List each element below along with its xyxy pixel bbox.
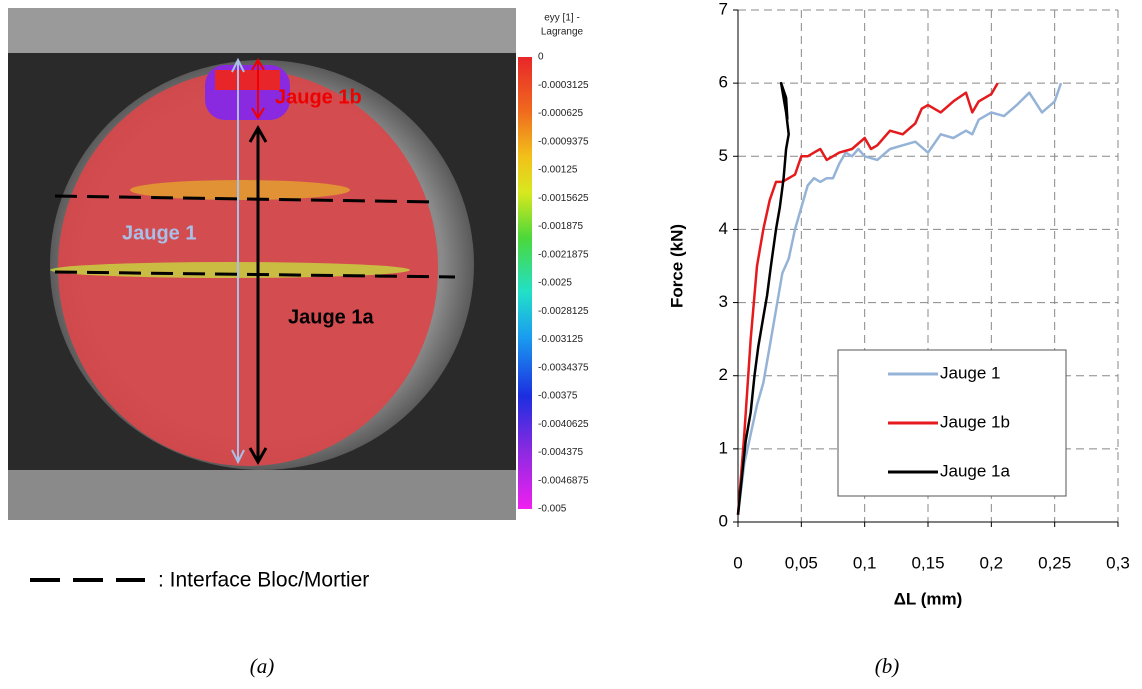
colorbar-label: -0.0034375 xyxy=(538,362,589,373)
colorbar-label: -0.001875 xyxy=(538,221,583,232)
legend-label: Jauge 1a xyxy=(940,461,1010,480)
y-tick-label: 4 xyxy=(719,219,728,238)
y-tick-label: 1 xyxy=(719,438,728,457)
colorbar-label: -0.0003125 xyxy=(538,80,589,91)
series-line xyxy=(736,82,1063,515)
colorbar-label: -0.00125 xyxy=(538,165,578,176)
colorbar-label: -0.005 xyxy=(538,504,567,515)
legend-label: Jauge 1 xyxy=(940,363,1001,382)
caption: (b) xyxy=(875,654,900,678)
y-tick-label: 0 xyxy=(719,511,728,530)
x-tick-label: 0 xyxy=(733,553,742,572)
series-line xyxy=(736,81,790,515)
chart: 0 1 2 3 4 5 6 7 0 0,05 0,1 0,15 0,2 0,25 0,3 Jauge 1 Jau… xyxy=(719,0,1130,572)
x-tick-label: 0,3 xyxy=(1106,553,1130,572)
colorbar-label: -0.0028125 xyxy=(538,306,589,317)
colorbar-label: -0.0046875 xyxy=(538,475,589,486)
photo xyxy=(8,8,598,520)
legend-label: Jauge 1b xyxy=(940,412,1010,431)
series-line xyxy=(736,82,999,515)
y-tick-label: 7 xyxy=(719,0,728,18)
colorbar-label: -0.0040625 xyxy=(538,419,589,430)
x-tick-label: 0,15 xyxy=(911,553,944,572)
colorbar-label: -0.00375 xyxy=(538,391,578,402)
colorbar-title: Lagrange xyxy=(541,27,584,38)
legend-box xyxy=(837,349,1067,497)
legend-text: : Interface Bloc/Mortier xyxy=(158,569,369,592)
y-tick-label: 6 xyxy=(719,73,728,92)
x-tick-label: 0,05 xyxy=(785,553,818,572)
colorbar-label: -0.0009375 xyxy=(538,136,589,147)
annotation: Jauge 1a xyxy=(288,306,374,328)
colorbar-label: -0.0021875 xyxy=(538,249,589,260)
y-axis-label: Force (kN) xyxy=(667,224,686,308)
colorbar-label: -0.003125 xyxy=(538,334,583,345)
colorbar-label: 0 xyxy=(538,52,544,63)
colorbar-label: -0.004375 xyxy=(538,447,583,458)
y-tick-label: 5 xyxy=(719,146,728,165)
y-tick-label: 3 xyxy=(719,292,728,311)
x-tick-label: 0,2 xyxy=(980,553,1004,572)
colorbar-label: -0.000625 xyxy=(538,108,583,119)
annotation: Jauge 1b xyxy=(275,86,362,108)
colorbar-labels: 0 -0.0003125 -0.000625 -0.0009375 -0.00125 -0… xyxy=(538,52,589,515)
x-axis-label: ΔL (mm) xyxy=(894,589,963,608)
colorbar-label: -0.0015625 xyxy=(538,193,589,204)
colorbar-label: -0.0025 xyxy=(538,278,572,289)
annotation: Jauge 1 xyxy=(122,222,196,244)
caption: (a) xyxy=(250,654,275,678)
x-tick-label: 0,1 xyxy=(853,553,877,572)
x-tick-label: 0,25 xyxy=(1038,553,1071,572)
colorbar-title: eyy [1] - xyxy=(544,13,580,24)
y-tick-label: 2 xyxy=(719,365,728,384)
